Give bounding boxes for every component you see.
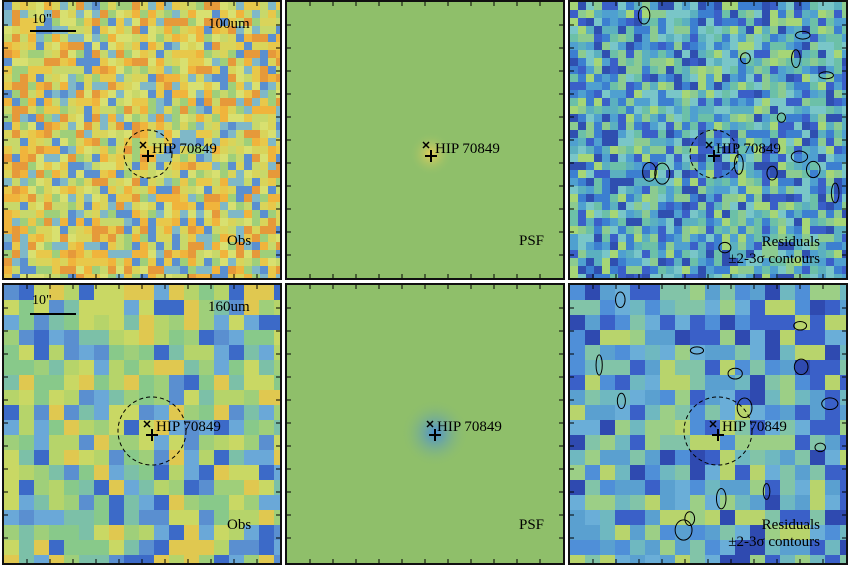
panel-label-obs: Obs (227, 517, 252, 533)
psf-100um-image (287, 2, 563, 278)
panel-label-contours: ±2-3σ contours (728, 534, 820, 550)
obs-160um-image (4, 285, 280, 563)
source-label: HIP 70849 (156, 419, 221, 435)
scale-bar (30, 313, 76, 315)
panel-label-residuals: Residuals (761, 234, 820, 250)
psf-160um-image (287, 285, 563, 563)
panel-label-psf: PSF (519, 233, 545, 249)
residual-100um-image (570, 2, 846, 278)
residual-100um-panel: HIP 70849 Residuals ±2-3σ contours (568, 0, 848, 280)
residual-160um-image (570, 285, 846, 563)
source-label: HIP 70849 (152, 141, 217, 157)
residual-160um-panel: HIP 70849 Residuals ±2-3σ contours (568, 283, 848, 565)
obs-160um-panel: 10" 160um HIP 70849 Obs (2, 283, 282, 565)
panel-label-psf: PSF (519, 517, 545, 533)
source-label: HIP 70849 (716, 141, 781, 157)
band-label-160um: 160um (208, 299, 250, 315)
source-label: HIP 70849 (722, 419, 787, 435)
scale-bar-label: 10" (32, 293, 52, 308)
band-label-100um: 100um (208, 16, 250, 32)
panel-label-contours: ±2-3σ contours (728, 251, 820, 267)
scale-bar-label: 10" (32, 12, 52, 27)
obs-100um-image (4, 2, 280, 278)
psf-160um-panel: HIP 70849 PSF (285, 283, 565, 565)
panel-label-obs: Obs (227, 233, 252, 249)
source-label: HIP 70849 (435, 141, 500, 157)
scale-bar (30, 30, 76, 32)
panel-label-residuals: Residuals (761, 517, 820, 533)
obs-100um-panel: 10" 100um HIP 70849 Obs (2, 0, 282, 280)
psf-100um-panel: HIP 70849 PSF (285, 0, 565, 280)
source-label: HIP 70849 (437, 419, 502, 435)
